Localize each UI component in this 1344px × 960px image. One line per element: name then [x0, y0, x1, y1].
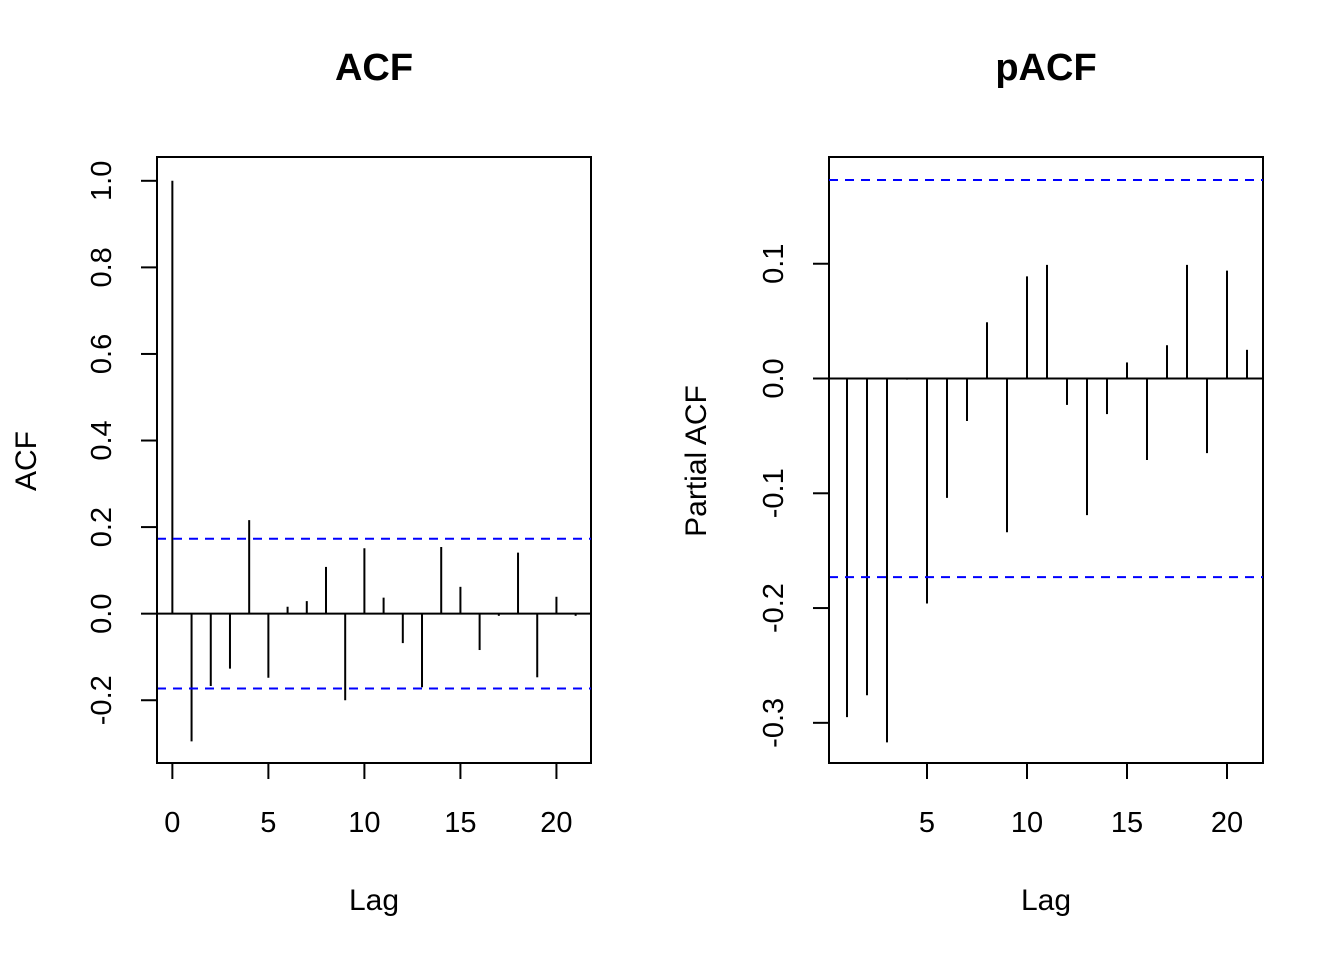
pacf-panel: pACF Lag Partial ACF 5 10 15 20 -0.3 -0.2 -0.1… — [680, 47, 1264, 917]
acf-y-tick-label-3: 0.4 — [86, 420, 118, 460]
pacf-x-tick-label-5: 5 — [919, 807, 935, 839]
pacf-y-tick-label-0: -0.3 — [758, 698, 790, 748]
acf-x-tick-label-20: 20 — [540, 807, 572, 839]
pacf-y-tick-label-3: 0.0 — [758, 358, 790, 398]
pacf-y-tick-label-4: 0.1 — [758, 244, 790, 284]
pacf-y-tick-label-2: -0.1 — [758, 468, 790, 518]
acf-title: ACF — [335, 47, 413, 89]
acf-x-tick-label-15: 15 — [444, 807, 476, 839]
acf-x-tick-label-0: 0 — [164, 807, 180, 839]
pacf-x-tick-label-10: 10 — [1011, 807, 1043, 839]
acf-y-tick-label-2: 0.2 — [86, 507, 118, 547]
acf-y-tick-label-6: 1.0 — [86, 161, 118, 201]
acf-y-tick-label-4: 0.6 — [86, 334, 118, 374]
acf-y-axis-label: ACF — [10, 431, 43, 491]
pacf-plot-frame — [828, 156, 1264, 764]
acf-x-axis-label: Lag — [349, 884, 399, 917]
pacf-x-tick-label-15: 15 — [1111, 807, 1143, 839]
pacf-y-axis-label: Partial ACF — [680, 385, 713, 537]
acf-x-tick-label-10: 10 — [348, 807, 380, 839]
pacf-x-axis-label: Lag — [1021, 884, 1071, 917]
acf-y-tick-label-0: -0.2 — [86, 675, 118, 725]
acf-plot-frame — [156, 156, 592, 764]
pacf-title: pACF — [995, 47, 1096, 89]
acf-y-tick-label-1: 0.0 — [86, 594, 118, 634]
pacf-x-tick-label-20: 20 — [1211, 807, 1243, 839]
acf-y-tick-label-5: 0.8 — [86, 247, 118, 287]
acf-x-tick-label-5: 5 — [260, 807, 276, 839]
pacf-y-tick-label-1: -0.2 — [758, 583, 790, 633]
acf-panel: ACF Lag ACF 0 5 10 15 20 -0.2 0.0 0.2 0.4 0.6 0.8 1… — [10, 47, 592, 917]
